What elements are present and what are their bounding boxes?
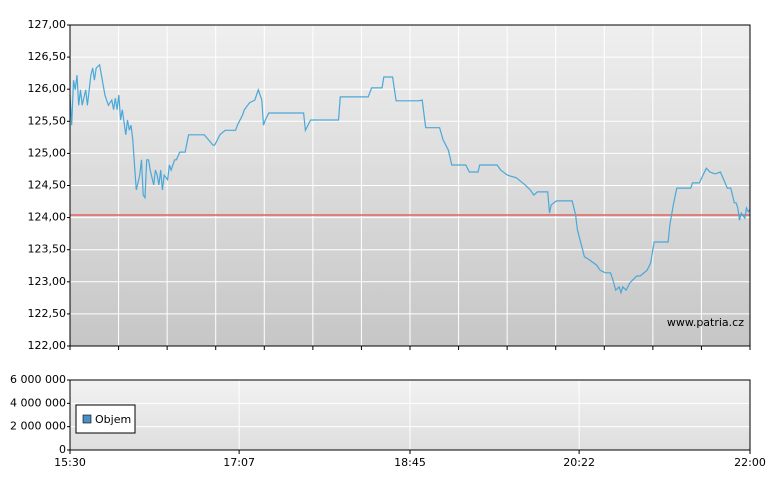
x-tick-label: 18:45	[394, 456, 426, 469]
y-tick-label: 126,00	[28, 82, 67, 95]
legend-label: Objem	[95, 413, 131, 426]
x-tick-label: 15:30	[54, 456, 86, 469]
x-tick-label: 17:07	[223, 456, 255, 469]
y-tick-label: 6 000 000	[10, 373, 66, 386]
y-tick-label: 123,50	[28, 243, 67, 256]
y-tick-label: 124,50	[28, 179, 67, 192]
y-tick-label: 125,50	[28, 114, 67, 127]
y-tick-label: 124,00	[28, 211, 67, 224]
x-tick-label: 22:00	[734, 456, 766, 469]
y-tick-label: 122,50	[28, 307, 67, 320]
y-tick-label: 127,00	[28, 18, 67, 31]
y-tick-label: 123,00	[28, 275, 67, 288]
plot-border	[69, 24, 751, 347]
y-tick-label: 2 000 000	[10, 420, 66, 433]
y-tick-label: 0	[59, 443, 66, 456]
y-tick-label: 122,00	[28, 339, 67, 352]
layer: 122,00 122,50 123,00 123,50 124,00 124,50 125,…	[10, 18, 766, 469]
x-tick-label: 20:22	[563, 456, 595, 469]
y-tick-label: 4 000 000	[10, 396, 66, 409]
watermark: www.patria.cz	[667, 316, 744, 329]
y-tick-label: 125,00	[28, 146, 67, 159]
y-tick-label: 126,50	[28, 50, 67, 63]
plot-border	[69, 379, 751, 451]
legend-swatch	[82, 414, 92, 424]
price-line	[69, 63, 751, 295]
